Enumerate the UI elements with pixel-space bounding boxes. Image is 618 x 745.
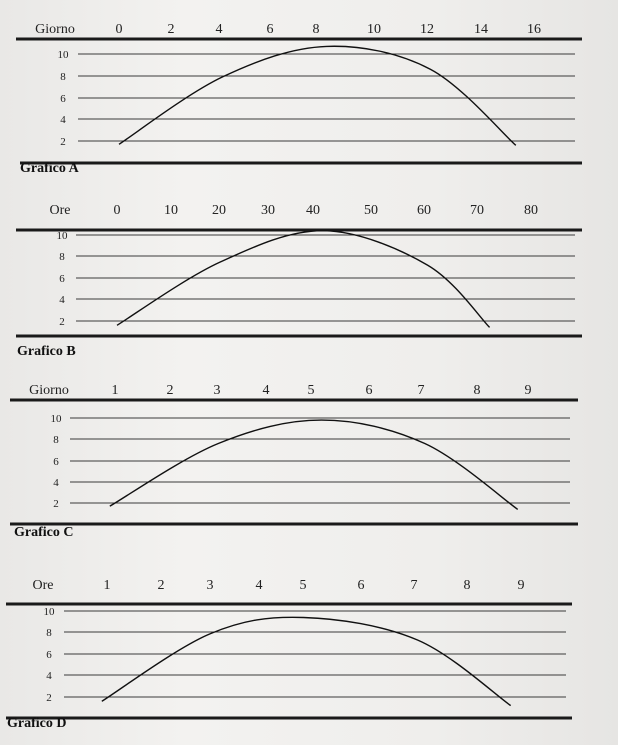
- chart-c-x-tick-label: 2: [167, 383, 174, 398]
- chart-a-y-tick-label: 10: [58, 49, 70, 61]
- chart-d-x-axis-label: Ore: [33, 578, 54, 593]
- chart-c-x-tick-label: 1: [112, 383, 119, 398]
- chart-b-x-tick-label: 50: [364, 203, 378, 218]
- chart-b-series-curve: [116, 229, 491, 328]
- chart-b-x-axis-label: Ore: [50, 203, 71, 218]
- chart-b-x-tick-label: 20: [212, 203, 226, 218]
- chart-a-x-tick-label: 16: [527, 22, 541, 37]
- chart-b-x-tick-label: 70: [470, 203, 484, 218]
- chart-d-title: Grafico D: [7, 716, 66, 731]
- chart-a-x-tick-label: 0: [116, 22, 123, 37]
- chart-d-x-tick-label: 5: [300, 578, 307, 593]
- chart-c-series-curve: [109, 419, 519, 510]
- chart-a-x-tick-label: 12: [420, 22, 434, 37]
- chart-b-x-tick-label: 30: [261, 203, 275, 218]
- chart-b-y-tick-label: 8: [59, 251, 65, 263]
- chart-a-y-tick-label: 8: [60, 71, 66, 83]
- chart-b-x-tick-label: 60: [417, 203, 431, 218]
- chart-b-y-tick-label: 2: [59, 316, 65, 328]
- chart-d-x-tick-label: 2: [158, 578, 165, 593]
- chart-a-x-tick-label: 10: [367, 22, 381, 37]
- chart-a-series-curve: [118, 45, 517, 146]
- chart-a-y-tick-label: 2: [60, 136, 66, 148]
- chart-b-title: Grafico B: [17, 344, 76, 359]
- chart-d-x-tick-label: 9: [518, 578, 525, 593]
- chart-c-x-tick-label: 7: [418, 383, 425, 398]
- chart-d-y-tick-label: 10: [44, 606, 56, 618]
- chart-d-x-tick-label: 4: [256, 578, 263, 593]
- chart-a-y-tick-label: 6: [60, 93, 66, 105]
- chart-c-x-tick-label: 4: [263, 383, 270, 398]
- chart-d-y-tick-label: 2: [46, 692, 52, 704]
- chart-c-title: Grafico C: [14, 525, 73, 540]
- chart-d-x-tick-label: 6: [358, 578, 365, 593]
- chart-b-y-tick-label: 10: [57, 230, 69, 242]
- chart-c-y-tick-label: 8: [53, 434, 59, 446]
- chart-b-x-tick-label: 40: [306, 203, 320, 218]
- chart-c-x-tick-label: 5: [308, 383, 315, 398]
- chart-b-x-tick-label: 10: [164, 203, 178, 218]
- chart-a-x-tick-label: 2: [168, 22, 175, 37]
- chart-d-y-tick-label: 6: [46, 649, 52, 661]
- chart-c-y-tick-label: 6: [53, 456, 59, 468]
- chart-b-y-tick-label: 6: [59, 273, 65, 285]
- chart-a-x-axis-label: Giorno: [35, 22, 75, 37]
- chart-b-x-tick-label: 0: [114, 203, 121, 218]
- chart-a-x-tick-label: 6: [267, 22, 274, 37]
- chart-c-x-tick-label: 6: [366, 383, 373, 398]
- chart-d-x-tick-label: 8: [464, 578, 471, 593]
- chart-a-title: Grafico A: [20, 161, 80, 176]
- chart-c-x-tick-label: 8: [474, 383, 481, 398]
- chart-c-y-tick-label: 4: [53, 477, 59, 489]
- chart-c-y-tick-label: 10: [51, 413, 63, 425]
- chart-d-y-tick-label: 8: [46, 627, 52, 639]
- chart-c-x-tick-label: 3: [214, 383, 221, 398]
- chart-a-x-tick-label: 14: [474, 22, 488, 37]
- chart-a-y-tick-label: 4: [60, 114, 66, 126]
- chart-c-x-tick-label: 9: [525, 383, 532, 398]
- chart-b-y-tick-label: 4: [59, 294, 65, 306]
- chart-c-x-axis-label: Giorno: [29, 383, 69, 398]
- chart-c-y-tick-label: 2: [53, 498, 59, 510]
- chart-d-x-tick-label: 3: [207, 578, 214, 593]
- chart-d-y-tick-label: 4: [46, 670, 52, 682]
- chart-b-x-tick-label: 80: [524, 203, 538, 218]
- chart-d-x-tick-label: 1: [104, 578, 111, 593]
- chart-a-x-tick-label: 8: [313, 22, 320, 37]
- chart-a-x-tick-label: 4: [216, 22, 223, 37]
- chart-d-x-tick-label: 7: [411, 578, 418, 593]
- chart-d-series-curve: [101, 616, 512, 707]
